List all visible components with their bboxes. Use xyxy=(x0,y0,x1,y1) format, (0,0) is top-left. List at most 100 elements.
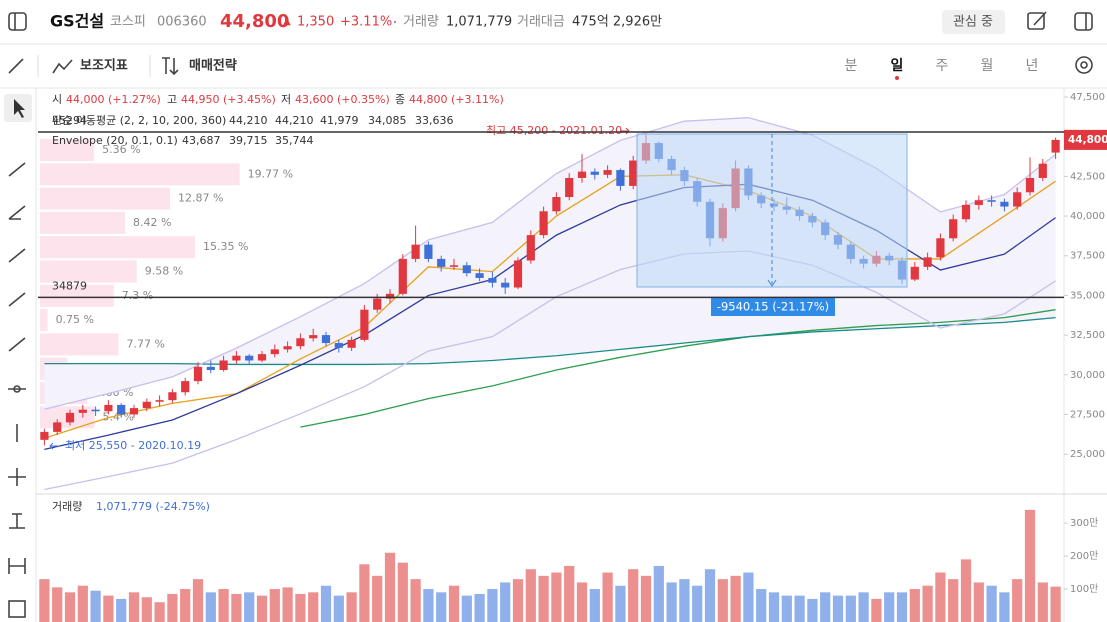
cursor-tool[interactable] xyxy=(14,99,25,118)
info-value: 44,950 (+3.45%) xyxy=(181,93,276,106)
tool[interactable] xyxy=(8,600,26,618)
volume-bar xyxy=(704,569,716,622)
tool[interactable] xyxy=(8,337,26,352)
candle-body xyxy=(206,366,215,371)
volume-bar xyxy=(948,579,959,622)
volume-bar xyxy=(244,592,255,622)
volume-bar xyxy=(77,585,88,622)
panel-toggle[interactable] xyxy=(1074,12,1093,31)
candle-body xyxy=(142,401,151,409)
volume-label: 거래량 xyxy=(403,15,439,30)
indicator-icon[interactable] xyxy=(52,59,73,74)
draw-tool[interactable] xyxy=(8,58,24,74)
tool[interactable] xyxy=(13,385,21,393)
volume-bar xyxy=(666,582,677,622)
profile-bar xyxy=(40,260,137,283)
tool[interactable] xyxy=(8,292,26,307)
period-button[interactable]: 주 xyxy=(936,58,949,74)
volume-bar xyxy=(256,595,268,622)
candle-body xyxy=(449,265,459,267)
volume-bar xyxy=(551,572,562,622)
plot: 5.36 % 19.77 % 12.87 % 8.42 % 15.35 % 9.58 % 7… xyxy=(39,117,1061,622)
candle-body xyxy=(385,293,395,299)
tool[interactable] xyxy=(9,513,25,529)
volume-bar xyxy=(756,589,767,622)
vol-tick-label: 200만 xyxy=(1070,550,1098,562)
strategy-button[interactable]: 매매전략 xyxy=(189,58,237,74)
price-tag-label: 44,800 xyxy=(1068,134,1107,146)
info-label: 고 xyxy=(167,93,177,106)
strategy-icon[interactable] xyxy=(162,57,179,76)
tool[interactable] xyxy=(8,248,26,263)
volume-bar xyxy=(743,572,754,622)
period-button[interactable]: 월 xyxy=(981,58,994,74)
volume-bar xyxy=(986,585,997,622)
y-tick-label: 40,000 xyxy=(1070,211,1105,222)
candle-body xyxy=(552,197,561,212)
edit-button[interactable] xyxy=(1027,12,1045,30)
settings-button[interactable] xyxy=(1075,56,1093,74)
h-line-label: 45294 xyxy=(52,114,87,127)
candle-body xyxy=(961,204,971,220)
volume-bar xyxy=(871,598,882,622)
volume-bar xyxy=(820,592,831,622)
info-label: 종 xyxy=(395,93,405,106)
volume-bar xyxy=(295,593,306,622)
tool[interactable] xyxy=(8,205,26,220)
profile-label: 5.36 % xyxy=(102,143,140,156)
volume-bar xyxy=(922,585,933,622)
volume-bar xyxy=(359,564,370,622)
volume-bar xyxy=(640,575,652,622)
volume-bar xyxy=(1024,509,1036,622)
volume-bar xyxy=(896,592,908,622)
arrow: ▲ xyxy=(283,16,291,27)
volume-bar xyxy=(832,595,844,622)
ma-legend-value: 41,979 xyxy=(320,114,359,127)
measure-label-box xyxy=(711,297,835,316)
candle-body xyxy=(987,200,996,202)
icon-line xyxy=(1033,11,1047,26)
candle-body xyxy=(219,360,228,371)
candle-body xyxy=(1013,192,1022,207)
indicators-button[interactable]: 보조지표 xyxy=(80,59,128,74)
candle-body xyxy=(424,244,433,259)
candle-body xyxy=(270,349,279,355)
volume-bar xyxy=(128,592,140,622)
volume-bar xyxy=(333,595,344,622)
candle-body xyxy=(577,171,587,178)
candle-body xyxy=(603,170,612,175)
tool[interactable] xyxy=(8,558,26,574)
period-button[interactable]: 일 xyxy=(891,58,904,74)
profile-label: 12.87 % xyxy=(178,192,223,205)
volume-bar xyxy=(1050,586,1061,622)
tool[interactable] xyxy=(8,468,26,486)
period-button[interactable]: 분 xyxy=(845,58,858,74)
candle-body xyxy=(923,257,932,267)
volume-bar xyxy=(52,587,63,622)
profile-label: 8.42 % xyxy=(133,216,171,229)
tool[interactable] xyxy=(8,162,26,177)
watch-label[interactable]: 관심 중 xyxy=(953,15,993,30)
volume-bar xyxy=(628,569,639,622)
sidebar-toggle[interactable] xyxy=(8,12,27,31)
y-tick-label: 42,500 xyxy=(1070,171,1105,182)
info-label: 시 xyxy=(52,93,62,106)
volume: 1,071,779 xyxy=(446,15,512,30)
watch-button[interactable] xyxy=(942,10,1005,34)
candle-body xyxy=(193,366,203,382)
candle-body xyxy=(155,400,164,402)
ma-legend-value: 34,085 xyxy=(368,114,407,127)
price: 44,800 xyxy=(220,11,289,32)
volume-bar xyxy=(397,562,408,622)
info-label: 저 xyxy=(281,93,291,106)
candle-body xyxy=(974,200,983,205)
candle-body xyxy=(309,335,318,339)
change: 1,350 xyxy=(297,15,334,30)
volume-bar xyxy=(231,593,242,622)
low-note: 최저 25,550 - 2020.10.19 xyxy=(65,439,201,452)
candle-body xyxy=(360,309,369,340)
candle-body xyxy=(245,355,254,361)
period-button[interactable]: 년 xyxy=(1026,58,1039,74)
candle-body xyxy=(437,258,446,267)
